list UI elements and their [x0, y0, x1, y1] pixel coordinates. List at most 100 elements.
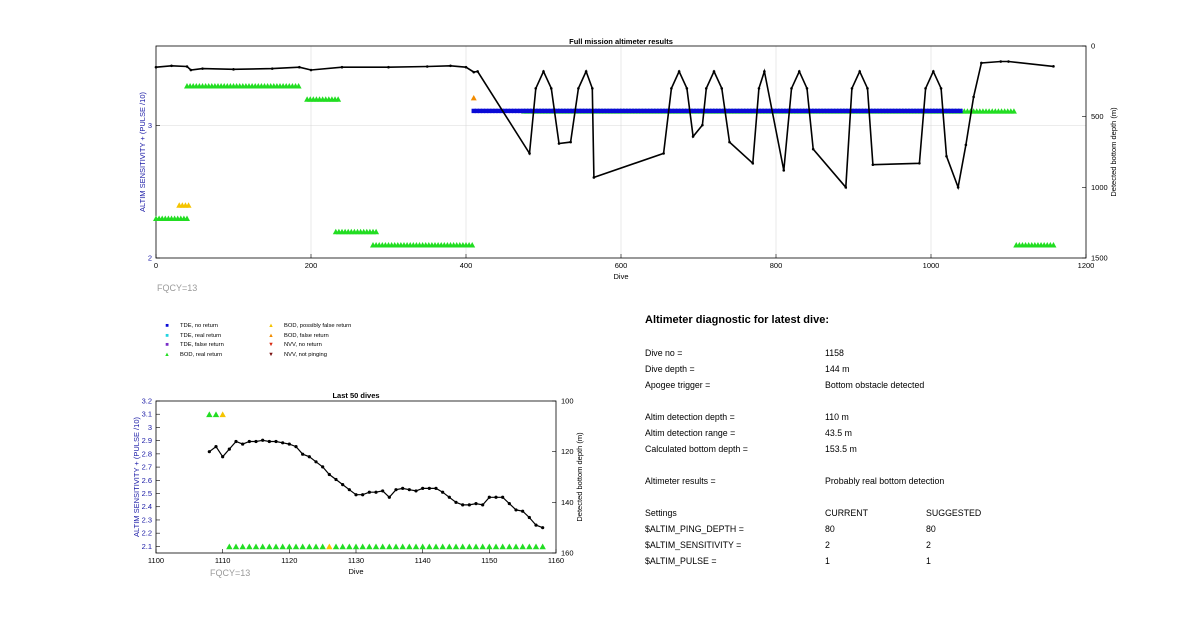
tde-no-return-marker [942, 108, 948, 114]
tde-no-return-marker [914, 108, 920, 114]
tde-no-return-marker [880, 108, 886, 114]
depth-point [214, 445, 218, 449]
bod-real-return-marker [366, 543, 373, 550]
setting-row-sensitivity: $ALTIM_SENSITIVITY = 2 2 [645, 537, 1185, 553]
tde-no-return-marker [632, 108, 638, 114]
tde-no-return-marker [673, 108, 678, 114]
tde-no-return-marker [688, 108, 693, 114]
bod-real-return-marker [519, 543, 526, 550]
tde-no-return-marker [896, 108, 901, 114]
tde-no-return-marker [487, 108, 492, 114]
depth-point [307, 455, 311, 459]
tde-no-return-marker [868, 108, 873, 114]
bod-real-return-marker [339, 543, 346, 550]
tde-no-return-marker [750, 108, 755, 114]
y-left-tick-label: 2.9 [142, 436, 152, 445]
depth-point [354, 493, 358, 497]
depth-point [387, 65, 390, 69]
tde-no-return-marker [781, 108, 786, 114]
x-tick-label: 1140 [415, 556, 431, 565]
bod-real-return-marker [419, 543, 426, 550]
tde-no-return-marker [586, 108, 591, 114]
depth-point [691, 135, 695, 138]
y-left-tick-label: 2.8 [142, 449, 152, 458]
depth-point [301, 452, 305, 456]
bod-real-return-marker [439, 543, 446, 550]
tde-no-return-marker [691, 108, 697, 114]
tde-no-return-marker [893, 108, 898, 114]
depth-point [401, 486, 405, 490]
x-tick-label: 400 [460, 261, 473, 270]
setting-current: 2 [825, 540, 830, 550]
setting-current: 1 [825, 556, 830, 566]
depth-point [980, 61, 983, 65]
depth-point [591, 87, 594, 90]
bod-real-return-marker [539, 543, 546, 550]
bottom-chart-title: Last 50 dives [332, 391, 379, 400]
depth-point [918, 162, 921, 165]
tde-no-return-marker [930, 108, 935, 114]
tde-no-return-marker [871, 108, 876, 114]
tde-no-return-marker [877, 108, 883, 114]
y-left-tick-label: 3.2 [142, 397, 152, 406]
diagnostic-title: Altimeter diagnostic for latest dive: [645, 314, 829, 326]
tde-no-return-marker [601, 108, 607, 114]
setting-suggested: 2 [926, 540, 931, 550]
tde-no-return-marker [719, 108, 724, 114]
bod-real-return-marker [246, 543, 253, 550]
depth-point [858, 70, 861, 73]
depth-point [394, 488, 398, 492]
tde-no-return-marker [753, 108, 759, 114]
legend-label: BOD, false return [284, 332, 329, 339]
depth-point [381, 489, 385, 493]
depth-point [434, 486, 438, 490]
tde-no-return-marker [623, 108, 628, 114]
tde-no-return-marker [604, 108, 610, 114]
tde-no-return-marker [598, 108, 604, 114]
tde-no-return-marker [713, 108, 718, 114]
tde-no-return-marker [849, 108, 855, 114]
x-tick-label: 1200 [1078, 261, 1095, 270]
tde-no-return-marker [775, 108, 780, 114]
tde-no-return-marker [818, 108, 824, 114]
depth-point [207, 450, 211, 454]
tde-no-return-marker [837, 108, 842, 114]
depth-point [797, 70, 801, 73]
bod-real-return-marker [386, 543, 393, 550]
tde-no-return-marker [874, 108, 879, 114]
depth-point [341, 483, 345, 487]
diag-row-detection-range: Altim detection range = 43.5 m [645, 425, 1185, 441]
tde-no-return-marker [790, 108, 796, 114]
depth-point [447, 495, 451, 499]
depth-point [185, 65, 189, 68]
tde-no-return-marker [766, 108, 771, 114]
legend-item: ▼ NVV, not pinging [264, 352, 327, 358]
triangle-up-icon: ▲ [164, 351, 170, 358]
bod-real-return-marker [299, 543, 306, 550]
tde-no-return-marker [573, 108, 579, 114]
depth-point [956, 186, 960, 189]
legend-label: NVV, not pinging [284, 351, 327, 358]
tde-no-return-marker [824, 108, 830, 114]
depth-point [474, 502, 478, 506]
bod-real-return-marker [352, 543, 360, 550]
depth-point [254, 439, 258, 444]
depth-point [476, 70, 479, 73]
tde-no-return-marker [654, 108, 659, 114]
diag-label: Altim detection depth = [645, 412, 735, 422]
depth-point [361, 493, 365, 497]
bod-real-return-marker [266, 543, 273, 550]
depth-point [387, 495, 391, 499]
tde-no-return-marker [663, 108, 669, 114]
bottom-chart-ylabel-left: ALTIM SENSITIVITY + (PULSE /10) [132, 417, 141, 537]
tde-no-return-marker [617, 108, 622, 114]
tde-no-return-marker [496, 108, 501, 114]
depth-point [527, 515, 531, 520]
depth-point [584, 70, 588, 73]
tde-no-return-marker [924, 108, 929, 114]
tde-no-return-marker [480, 108, 486, 114]
legend-item: ■ TDE, false return [160, 342, 224, 348]
y-left-tick-label: 2 [148, 254, 152, 263]
setting-name: $ALTIM_SENSITIVITY = [645, 540, 742, 550]
tde-no-return-marker [728, 108, 734, 114]
